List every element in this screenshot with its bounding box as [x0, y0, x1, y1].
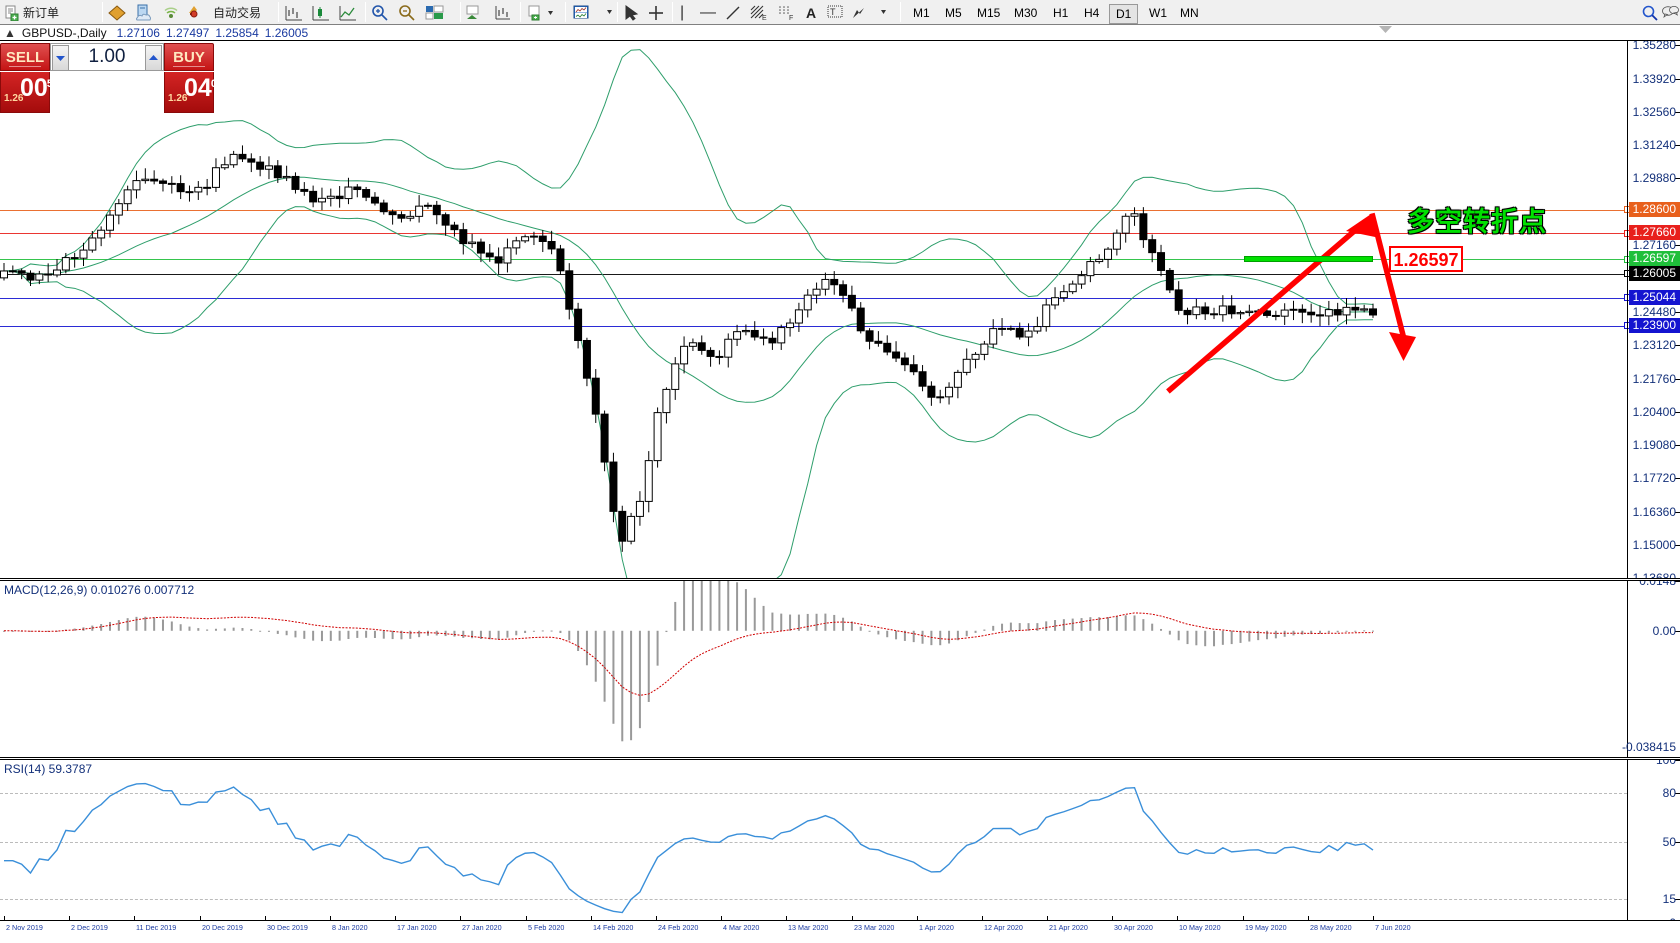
svg-text:T: T [830, 7, 836, 17]
svg-text:F: F [789, 15, 793, 21]
svg-text:E: E [762, 15, 767, 21]
